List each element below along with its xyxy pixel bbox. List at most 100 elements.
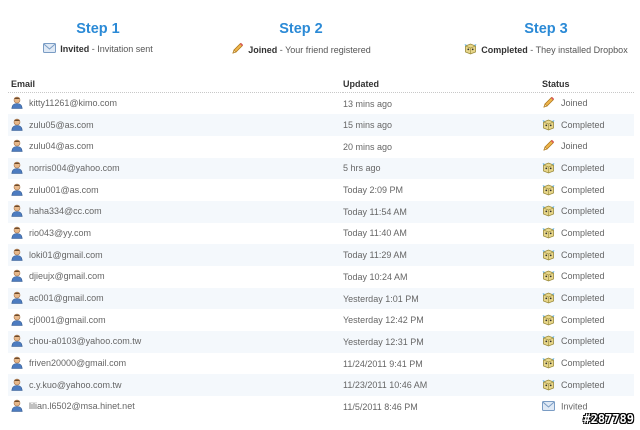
updated-cell: Today 11:54 AM — [343, 206, 407, 217]
updated-cell: Today 10:24 AM — [343, 271, 408, 282]
status-cell: Completed — [542, 158, 634, 180]
email-text: haha334@cc.com — [29, 206, 102, 217]
table-row: zulu05@as.com 15 mins ago Completed — [8, 114, 634, 136]
step-detail: Invitation sent — [97, 44, 153, 54]
status-cell: Joined — [542, 136, 634, 158]
updated-cell: Yesterday 12:31 PM — [343, 336, 424, 347]
dropbox-box-icon — [542, 356, 555, 371]
status-cell: Completed — [542, 223, 634, 245]
email-text: friven20000@gmail.com — [29, 357, 127, 368]
email-text: norris004@yahoo.com — [29, 162, 120, 173]
status-text: Completed — [561, 119, 605, 130]
table-row: zulu04@as.com 20 mins ago Joined — [8, 136, 634, 158]
status-cell: Completed — [542, 266, 634, 288]
email-cell: zulu04@as.com — [8, 136, 343, 158]
updated-cell: 15 mins ago — [343, 120, 393, 131]
step-status: Completed — [481, 44, 528, 55]
user-icon — [11, 139, 23, 154]
status-text: Completed — [561, 314, 605, 325]
status-text: Completed — [561, 379, 605, 390]
status-text: Completed — [561, 184, 605, 195]
pencil-icon — [542, 96, 555, 111]
email-cell: chou-a0103@yahoo.com.tw — [8, 331, 343, 353]
step-title: Step 3 — [524, 21, 568, 37]
email-text: c.y.kuo@yahoo.com.tw — [29, 379, 122, 390]
table-row: chou-a0103@yahoo.com.tw Yesterday 12:31 P… — [8, 331, 634, 353]
email-text: lilian.l6502@msa.hinet.net — [29, 401, 135, 412]
referrals-table: Email Updated Status kitty11261@kimo.com… — [8, 77, 634, 418]
email-cell: lilian.l6502@msa.hinet.net — [8, 396, 343, 418]
dropbox-box-icon — [542, 313, 555, 328]
table-row: loki01@gmail.com Today 11:29 AM Completed — [8, 244, 634, 266]
step-joined: Step 2 Joined - Your friend registered — [225, 20, 377, 56]
user-icon — [11, 248, 23, 263]
status-text: Completed — [561, 227, 605, 238]
step-detail: Your friend registered — [285, 44, 371, 55]
email-text: djieujx@gmail.com — [29, 271, 105, 282]
status-cell: Completed — [542, 353, 634, 375]
status-column-header: Status — [542, 77, 634, 93]
email-text: zulu05@as.com — [29, 119, 94, 130]
dropbox-box-icon — [542, 334, 555, 349]
status-text: Completed — [561, 292, 605, 303]
table-row: c.y.kuo@yahoo.com.tw 11/23/2011 10:46 AM C… — [8, 374, 634, 397]
table-row: friven20000@gmail.com 11/24/2011 9:41 PM C… — [8, 353, 634, 375]
email-cell: kitty11261@kimo.com — [8, 93, 343, 115]
dropbox-box-icon — [542, 161, 555, 176]
updated-cell: 11/5/2011 8:46 PM — [343, 401, 418, 412]
email-cell: rio043@yy.com — [8, 223, 343, 245]
dropbox-box-icon — [542, 226, 555, 241]
table-row: kitty11261@kimo.com 13 mins ago Joined — [8, 93, 634, 115]
step-invited: Step 1 Invited - Invitation sent — [38, 20, 158, 56]
dropbox-box-icon — [542, 183, 555, 198]
dropbox-box-icon — [542, 204, 555, 219]
updated-cell: 11/23/2011 10:46 AM — [343, 380, 428, 391]
dropbox-box-icon — [542, 118, 555, 133]
table-row: djieujx@gmail.com Today 10:24 AM Completed — [8, 266, 634, 288]
status-cell: Completed — [542, 179, 634, 201]
updated-cell: Yesterday 1:01 PM — [343, 293, 419, 304]
email-cell: loki01@gmail.com — [8, 244, 343, 266]
step-title: Step 1 — [76, 21, 120, 37]
user-icon — [11, 356, 23, 371]
table-row: zulu001@as.com Today 2:09 PM Completed — [8, 179, 634, 201]
status-text: Joined — [561, 141, 588, 152]
table-header-row: Email Updated Status — [8, 77, 634, 93]
email-text: zulu04@as.com — [29, 141, 94, 152]
email-cell: zulu05@as.com — [8, 114, 343, 136]
step-description: Invited - Invitation sent — [38, 42, 158, 56]
updated-cell: Yesterday 12:42 PM — [343, 315, 424, 326]
envelope-icon — [43, 42, 57, 57]
envelope-icon — [542, 400, 555, 413]
email-cell: djieujx@gmail.com — [8, 266, 343, 288]
updated-cell: 13 mins ago — [343, 98, 393, 109]
updated-column-header: Updated — [343, 77, 542, 93]
table-row: haha334@cc.com Today 11:54 AM Completed — [8, 200, 634, 223]
user-icon — [11, 204, 23, 219]
pencil-icon — [542, 139, 555, 154]
user-icon — [11, 226, 23, 241]
step-detail: They installed Dropbox — [535, 44, 628, 55]
status-text: Joined — [561, 97, 588, 108]
dropbox-box-icon — [464, 42, 477, 59]
user-icon — [11, 399, 23, 414]
status-cell: Completed — [542, 374, 634, 396]
step-title: Step 2 — [279, 21, 323, 37]
table-row: lilian.l6502@msa.hinet.net 11/5/2011 8:46… — [8, 396, 634, 418]
email-cell: zulu001@as.com — [8, 179, 343, 201]
email-text: cj0001@gmail.com — [29, 314, 106, 325]
dropbox-box-icon — [542, 269, 555, 284]
table-row: cj0001@gmail.com Yesterday 12:42 PM Comple… — [8, 309, 634, 331]
status-cell: Joined — [542, 93, 634, 115]
updated-cell: Today 11:29 AM — [343, 250, 407, 261]
referral-steps: Step 1 Invited - Invitation sent Step 2 … — [0, 0, 640, 70]
dropbox-box-icon — [542, 378, 555, 393]
dropbox-box-icon — [542, 248, 555, 263]
updated-cell: 11/24/2011 9:41 PM — [343, 358, 423, 369]
step-completed: Step 3 Completed - They installed Dropbo… — [460, 20, 632, 56]
email-cell: cj0001@gmail.com — [8, 309, 343, 331]
watermark: #287789 — [583, 412, 634, 426]
email-cell: c.y.kuo@yahoo.com.tw — [8, 374, 343, 396]
table-row: rio043@yy.com Today 11:40 AM Completed — [8, 223, 634, 245]
user-icon — [11, 313, 23, 328]
